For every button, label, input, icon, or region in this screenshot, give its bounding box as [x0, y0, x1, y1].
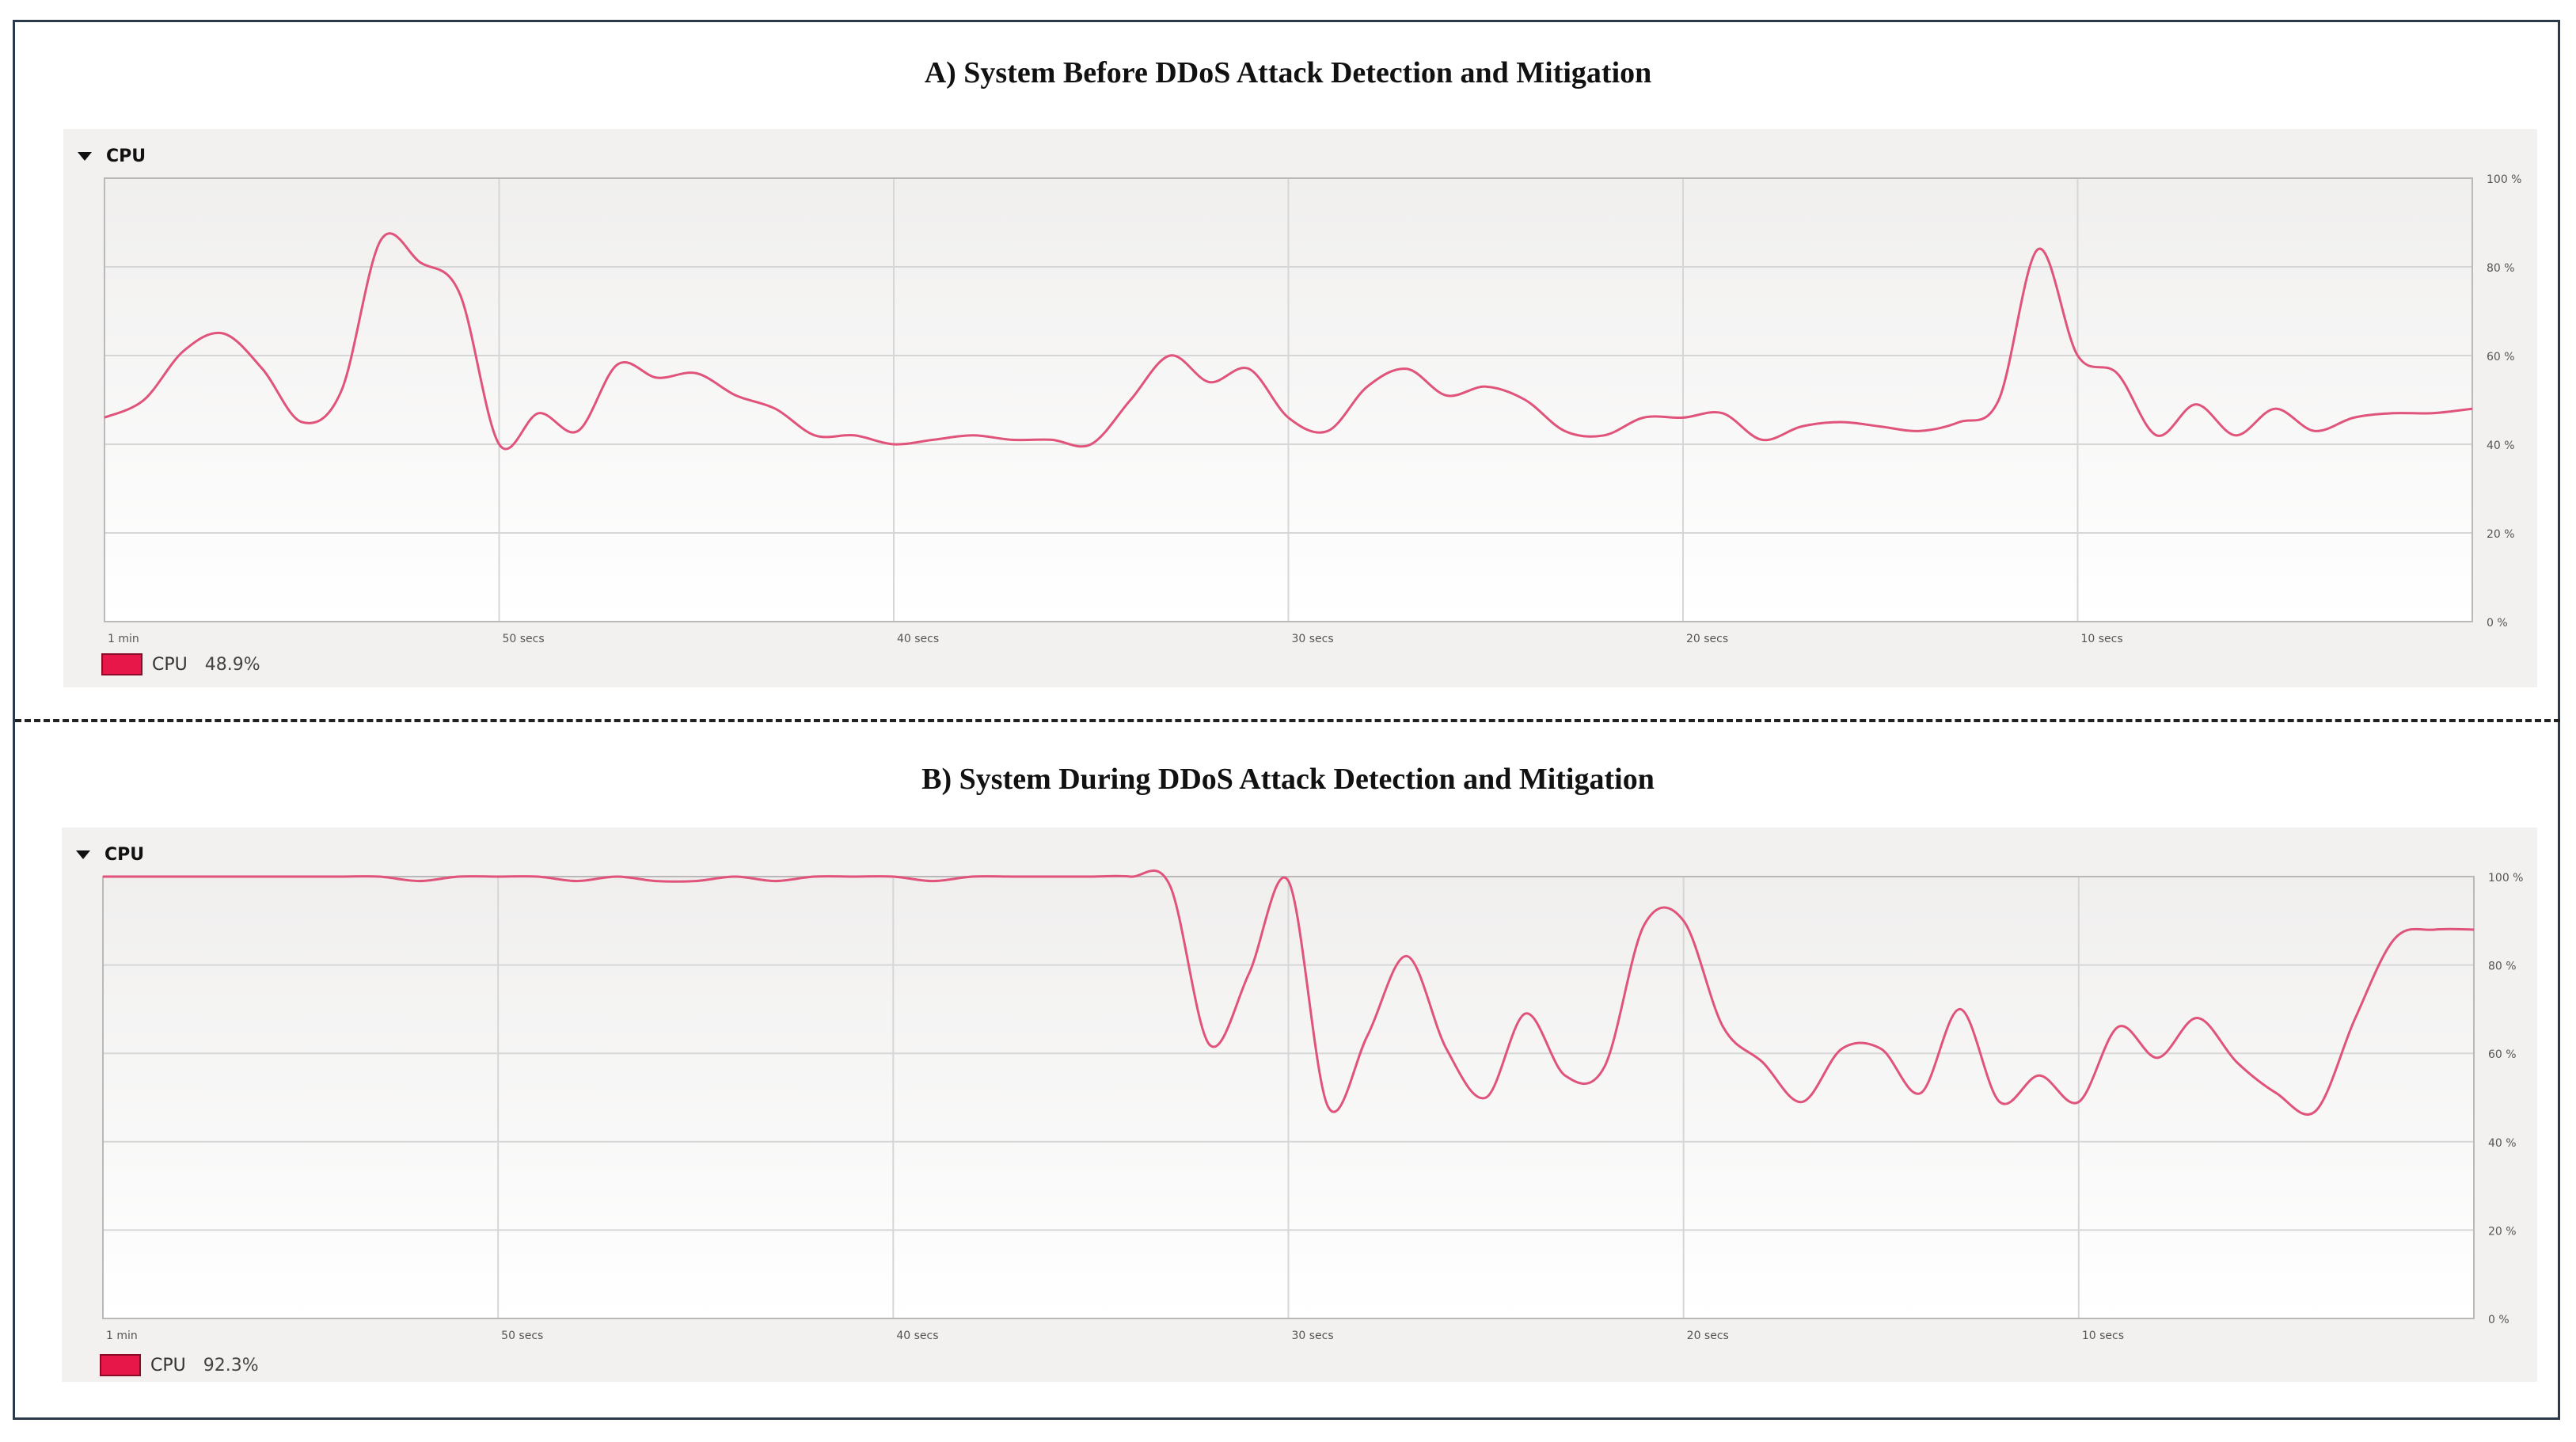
chart-b-y-tick-label: 40 % — [2488, 1137, 2517, 1150]
collapse-triangle-icon — [76, 850, 90, 859]
chart-b-legend-swatch — [100, 1354, 141, 1376]
chart-a-legend-swatch — [101, 653, 142, 675]
chart-a-title: A) System Before DDoS Attack Detection a… — [924, 56, 1652, 89]
chart-b-section-toggle[interactable]: CPU — [76, 845, 144, 865]
chart-a-legend-value: 48.9% — [204, 654, 260, 675]
chart-b-y-tick-label: 0 % — [2488, 1314, 2510, 1326]
chart-b-y-tick-label: 80 % — [2488, 961, 2517, 973]
chart-a-y-tick-label: 20 % — [2487, 528, 2515, 541]
chart-a-x-tick-label: 40 secs — [897, 633, 939, 645]
chart-a-x-tick-label: 30 secs — [1292, 633, 1334, 645]
chart-b-y-tick-label: 20 % — [2488, 1225, 2517, 1238]
chart-a-section-toggle[interactable]: CPU — [78, 146, 146, 166]
chart-b-x-tick-label: 10 secs — [2082, 1330, 2124, 1342]
chart-a-plot-border — [104, 177, 2473, 622]
chart-a-y-tick-label: 80 % — [2487, 262, 2515, 275]
chart-a-monitor: CPU 0 % 20 % 40 % 60 % 80 % 100 % 1 min 50 secs… — [63, 129, 2537, 687]
dashed-divider — [15, 719, 2560, 722]
chart-b-series-line-0 — [103, 869, 2475, 1116]
chart-b-y-tick-label: 60 % — [2488, 1048, 2517, 1061]
chart-b-y-tick-label: 100 % — [2488, 872, 2523, 885]
chart-a-series-line-0 — [104, 232, 2473, 451]
chart-b-legend-label: CPU — [150, 1355, 186, 1375]
chart-b-monitor: CPU 0 % 20 % 40 % 60 % 80 % 100 % 1 min 50 secs… — [62, 828, 2537, 1382]
chart-b-plot: 0 % 20 % 40 % 60 % 80 % 100 % 1 min 50 secs 40 s… — [102, 869, 2523, 1342]
chart-b-legend: CPU 92.3% — [100, 1354, 259, 1376]
chart-a-y-tick-label: 40 % — [2487, 439, 2515, 452]
chart-b-x-tick-label: 50 secs — [501, 1330, 543, 1342]
chart-a-section-label: CPU — [106, 146, 146, 166]
chart-a-y-tick-label: 0 % — [2487, 617, 2508, 630]
chart-b-section-label: CPU — [104, 845, 145, 865]
chart-a-plot: 0 % 20 % 40 % 60 % 80 % 100 % 1 min 50 secs 40 s… — [104, 173, 2521, 645]
chart-b-legend-value: 92.3% — [203, 1355, 259, 1375]
chart-a-y-tick-label: 60 % — [2487, 351, 2515, 363]
chart-a-legend-label: CPU — [152, 654, 188, 675]
chart-a-legend: CPU 48.9% — [101, 653, 260, 675]
chart-b-x-tick-label: 40 secs — [896, 1330, 938, 1342]
chart-b-x-tick-label: 1 min — [106, 1330, 138, 1342]
chart-a-x-tick-label: 1 min — [108, 633, 139, 645]
chart-a-x-tick-label: 20 secs — [1686, 633, 1728, 645]
chart-b-plot-border — [102, 876, 2475, 1319]
chart-b-title: B) System During DDoS Attack Detection a… — [921, 763, 1655, 796]
chart-a-y-tick-label: 100 % — [2487, 173, 2521, 186]
collapse-triangle-icon — [78, 152, 92, 161]
chart-b-x-tick-label: 30 secs — [1292, 1330, 1334, 1342]
chart-a-x-tick-label: 50 secs — [503, 633, 545, 645]
chart-a-x-tick-label: 10 secs — [2081, 633, 2123, 645]
chart-b-x-tick-label: 20 secs — [1687, 1330, 1729, 1342]
